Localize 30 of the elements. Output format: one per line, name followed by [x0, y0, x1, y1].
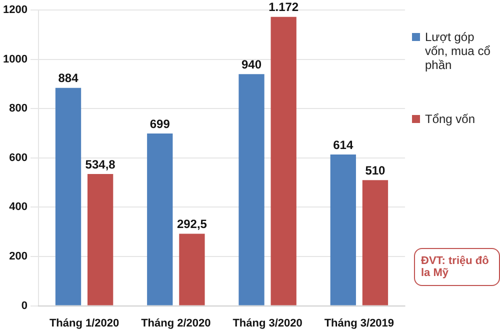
legend-label: Lượt góp vốn, mua cổ phần — [425, 30, 492, 72]
y-tick-label: 1000 — [2, 53, 28, 66]
bar — [179, 234, 205, 306]
data-label: 884 — [58, 71, 79, 86]
x-tick-label: Tháng 3/2020 — [232, 317, 302, 330]
data-label: 534,8 — [85, 157, 116, 172]
data-label: 1.172 — [268, 0, 299, 14]
bar — [238, 74, 264, 306]
bar — [147, 133, 173, 306]
y-tick-label: 200 — [9, 250, 28, 263]
bar — [270, 16, 296, 306]
y-tick-label: 1200 — [2, 4, 28, 16]
y-tick-label: 400 — [9, 201, 28, 214]
y-tick-label: 800 — [9, 102, 28, 115]
data-label: 510 — [365, 163, 386, 178]
y-tick-label: 0 — [21, 300, 28, 312]
y-tick-label: 600 — [9, 152, 28, 164]
x-tick-label: Tháng 1/2020 — [49, 317, 120, 330]
data-label: 699 — [150, 116, 170, 131]
legend-label: Tổng vốn — [425, 112, 476, 126]
x-tick-label: Tháng 2/2020 — [141, 317, 211, 330]
data-label: 940 — [242, 57, 262, 72]
bar — [330, 154, 356, 306]
bar — [87, 174, 114, 306]
bar — [362, 180, 388, 306]
text: ĐVT: triệu đô la Mỹ — [421, 255, 490, 279]
x-tick-label: Tháng 3/2019 — [324, 317, 394, 330]
bar — [55, 88, 82, 306]
data-label: 292,5 — [176, 217, 208, 232]
data-label: 614 — [333, 138, 354, 152]
